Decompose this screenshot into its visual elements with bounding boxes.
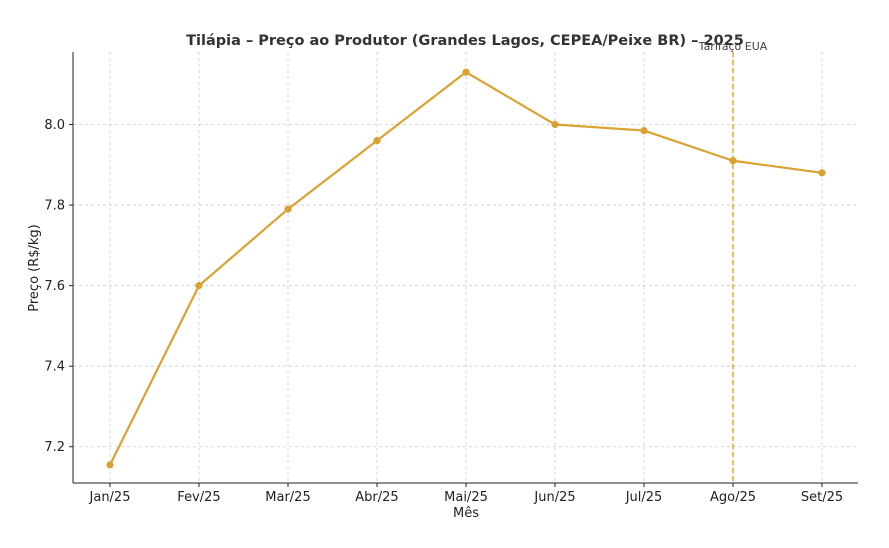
x-axis-label: Mês	[453, 506, 479, 521]
data-point	[462, 68, 470, 76]
x-tick-label: Mar/25	[265, 490, 310, 505]
x-tick-label: Set/25	[801, 490, 843, 505]
data-point	[106, 461, 114, 469]
y-tick-label: 8.0	[44, 118, 65, 133]
chart-title: Tilápia – Preço ao Produtor (Grandes Lag…	[186, 33, 744, 49]
data-point	[640, 126, 648, 135]
y-axis-label: Preço (R$/kg)	[27, 224, 42, 312]
x-tick-label: Ago/25	[710, 490, 756, 505]
data-point	[195, 282, 203, 290]
data-point	[284, 205, 292, 213]
data-point	[551, 120, 559, 129]
x-tick-label: Jan/25	[89, 490, 131, 505]
tick-labels: Jan/25 Fev/25 Mar/25 Abr/25 Mai/25 Jun/25 Jul/…	[44, 118, 843, 505]
data-point	[729, 157, 737, 165]
x-tick-label: Jun/25	[533, 490, 575, 505]
data-point	[818, 169, 826, 177]
annotation-label: Tarifaço EUA	[698, 40, 768, 53]
annotation-layer: Tarifaço EUA	[698, 40, 768, 483]
y-tick-label: 7.2	[44, 440, 65, 455]
data-point	[373, 137, 381, 145]
x-tick-label: Mai/25	[444, 490, 488, 505]
grid-lines	[73, 52, 858, 483]
x-tick-label: Jul/25	[625, 490, 663, 505]
y-tick-label: 7.4	[44, 360, 65, 375]
y-tick-label: 7.8	[44, 199, 65, 214]
x-tick-label: Abr/25	[355, 490, 398, 505]
axes	[69, 52, 858, 487]
x-tick-label: Fev/25	[177, 490, 220, 505]
y-tick-label: 7.6	[44, 279, 65, 294]
series-layer	[106, 68, 826, 469]
